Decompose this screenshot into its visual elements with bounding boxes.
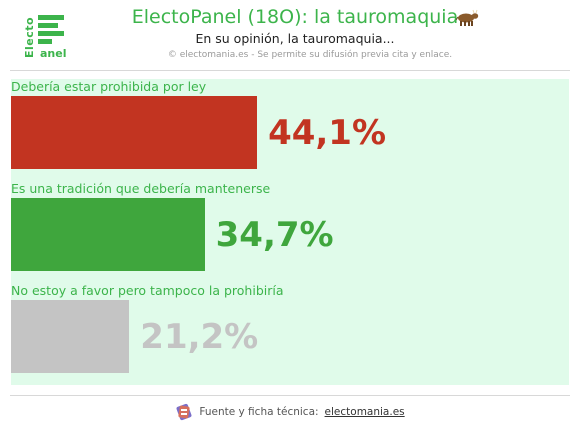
bar bbox=[11, 300, 130, 373]
copyright-notice: © electomania.es - Se permite su difusió… bbox=[167, 50, 453, 60]
footer-text: Fuente y ficha técnica: bbox=[199, 406, 319, 418]
bar bbox=[11, 198, 205, 271]
footer: Fuente y ficha técnica: electomania.es bbox=[0, 403, 580, 427]
logo-text: Electo bbox=[23, 16, 36, 58]
plot-area: Debería estar prohibida por ley 44,1% Es u… bbox=[11, 79, 569, 385]
chart-title: ElectoPanel (18O): la tauromaquia bbox=[131, 6, 459, 28]
category-label: No estoy a favor pero tampoco la prohibi… bbox=[11, 283, 284, 298]
chart-subtitle: En su opinión, la tauromaquia... bbox=[195, 31, 395, 46]
electomania-logo-icon bbox=[176, 403, 192, 421]
data-label: 34,7% bbox=[215, 214, 334, 255]
bar bbox=[11, 96, 258, 169]
category-label: Debería estar prohibida por ley bbox=[11, 79, 207, 94]
data-label: 44,1% bbox=[268, 112, 387, 153]
logo-subtext: anel bbox=[40, 47, 67, 60]
footer-link[interactable]: electomania.es bbox=[324, 406, 405, 418]
header: Electo anel ElectoPanel (18O): la taurom… bbox=[0, 0, 580, 70]
category-label: Es una tradición que debería mantenerse bbox=[11, 181, 271, 196]
header-divider bbox=[10, 70, 570, 71]
electomania-logo: Electo anel bbox=[14, 12, 70, 64]
logo-bars-icon bbox=[38, 15, 64, 45]
footer-divider bbox=[10, 395, 570, 396]
cow-icon bbox=[455, 9, 479, 26]
data-label: 21,2% bbox=[140, 316, 259, 357]
